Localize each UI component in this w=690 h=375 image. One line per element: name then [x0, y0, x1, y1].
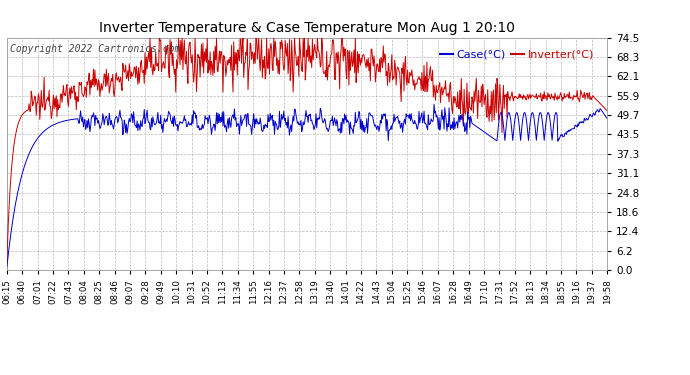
Legend: Case(°C), Inverter(°C): Case(°C), Inverter(°C) — [435, 45, 599, 64]
Text: Copyright 2022 Cartronics.com: Copyright 2022 Cartronics.com — [10, 45, 180, 54]
Title: Inverter Temperature & Case Temperature Mon Aug 1 20:10: Inverter Temperature & Case Temperature … — [99, 21, 515, 35]
